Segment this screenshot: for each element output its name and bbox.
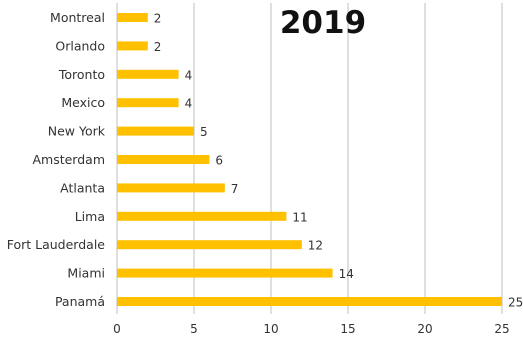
category-labels: Montreal Orlando Toronto Mexico New York Amst… — [7, 10, 106, 309]
bar-fort-lauderdale — [117, 240, 302, 250]
bar-miami — [117, 268, 333, 278]
bar-mexico — [117, 98, 179, 108]
category-label: Amsterdam — [32, 152, 105, 167]
category-label: Atlanta — [60, 180, 105, 195]
x-tick-label: 15 — [340, 322, 355, 336]
chart-title: 2019 — [280, 5, 366, 41]
bar-montreal — [117, 13, 148, 22]
category-label: Lima — [75, 209, 105, 224]
gridlines — [116, 3, 503, 314]
data-label: 25 — [508, 296, 523, 310]
bar-atlanta — [117, 183, 225, 193]
data-label: 5 — [200, 125, 208, 139]
bar-panam- — [117, 297, 502, 306]
category-label: Orlando — [55, 38, 105, 53]
category-label: Fort Lauderdale — [7, 237, 106, 252]
x-tick-label: 20 — [417, 322, 432, 336]
data-label: 7 — [231, 182, 239, 196]
data-label: 14 — [339, 267, 354, 281]
data-label: 11 — [292, 210, 307, 224]
bar-amsterdam — [117, 155, 210, 164]
bar-new-york — [117, 126, 194, 136]
data-label: 2 — [154, 12, 162, 26]
data-label: 6 — [215, 154, 223, 168]
category-label: New York — [48, 124, 106, 139]
x-tick-label: 25 — [494, 322, 509, 336]
x-axis-ticks: 0 5 10 15 20 25 — [113, 322, 509, 336]
data-label: 2 — [154, 40, 162, 54]
data-label: 4 — [185, 68, 193, 82]
category-label: Toronto — [58, 67, 105, 82]
category-label: Panamá — [55, 294, 105, 309]
data-label: 12 — [308, 239, 323, 253]
category-label: Montreal — [50, 10, 105, 25]
bar-orlando — [117, 41, 148, 51]
category-label: Mexico — [61, 95, 105, 110]
bar-toronto — [117, 69, 179, 79]
x-tick-label: 10 — [263, 322, 278, 336]
x-tick-label: 0 — [113, 322, 121, 336]
bar-lima — [117, 211, 287, 221]
category-label: Miami — [67, 266, 105, 281]
x-tick-label: 5 — [190, 322, 198, 336]
data-label: 4 — [185, 97, 193, 111]
bars — [117, 13, 502, 306]
